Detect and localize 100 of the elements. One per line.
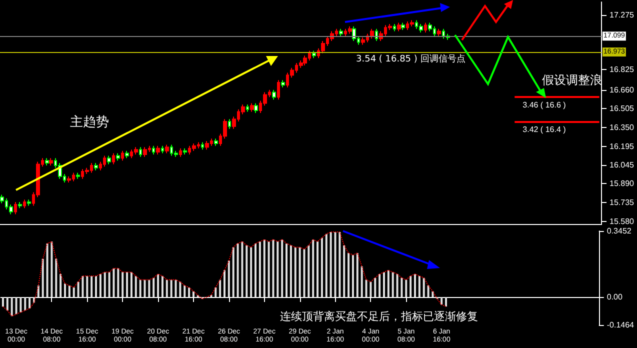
bar: [86, 276, 88, 298]
bar: [405, 280, 408, 298]
candlestick: [272, 89, 276, 100]
candlestick: [419, 23, 423, 33]
candlestick: [303, 55, 307, 66]
bar: [286, 243, 288, 298]
bar: [334, 232, 336, 298]
bar: [272, 240, 274, 298]
bar: [64, 284, 66, 298]
bar: [68, 286, 70, 298]
bar: [263, 240, 266, 298]
candlestick: [192, 142, 196, 152]
candlestick: [49, 158, 53, 166]
bar: [10, 297, 13, 316]
annotation: 连续顶背离买盘不足后，指标已逐渐修复: [280, 310, 478, 323]
bar: [392, 272, 394, 298]
bar: [422, 278, 425, 298]
bar: [219, 280, 222, 298]
bar: [179, 282, 182, 298]
y-tick-label: 15.580: [610, 217, 635, 226]
bar: [148, 280, 150, 298]
candlestick: [165, 144, 169, 154]
candlestick: [156, 145, 160, 155]
bar: [330, 232, 332, 298]
y-tick-label: 15.735: [610, 198, 635, 208]
bar: [170, 280, 172, 298]
bar: [117, 268, 120, 298]
y-tick-label: 16.660: [610, 85, 635, 94]
bar: [28, 297, 31, 308]
bar: [246, 245, 248, 298]
candlestick: [401, 22, 405, 31]
bar: [387, 270, 390, 298]
candlestick: [352, 26, 356, 42]
candlestick: [393, 23, 396, 32]
candlestick: [321, 40, 325, 54]
bar: [268, 242, 270, 298]
bar: [432, 291, 434, 298]
candlestick: [339, 28, 343, 37]
bar: [99, 274, 102, 298]
bar: [396, 274, 398, 298]
bar: [161, 276, 164, 298]
bar: [139, 280, 142, 298]
bar: [445, 297, 448, 307]
candlestick: [375, 28, 378, 42]
candlestick: [179, 148, 182, 158]
candlestick: [27, 199, 31, 206]
candlestick: [348, 26, 352, 34]
bar: [352, 254, 354, 298]
ref-line-label: 3.42 ( 16.4 ): [522, 125, 566, 134]
bar: [414, 274, 416, 298]
candlestick: [125, 150, 129, 159]
y-tick-label: 16.045: [610, 160, 635, 170]
candlestick: [312, 50, 316, 59]
bar: [46, 243, 48, 298]
bar: [15, 297, 18, 314]
bar: [258, 242, 261, 298]
candlestick: [94, 162, 98, 171]
y-tick-label: 15.890: [610, 179, 635, 188]
bar: [290, 245, 292, 298]
candlestick: [370, 28, 374, 40]
candlestick: [277, 80, 280, 100]
bar: [374, 278, 376, 298]
annotation: 3.54 ( 16.85 ) 回调信号点: [356, 54, 466, 64]
bar: [378, 274, 381, 298]
bar: [356, 253, 358, 298]
bar: [236, 243, 239, 298]
candlestick: [205, 140, 209, 150]
candlestick: [14, 202, 17, 215]
bar: [360, 266, 363, 298]
candlestick: [18, 202, 22, 209]
candlestick: [143, 146, 147, 158]
candlestick: [424, 22, 427, 33]
bar: [122, 272, 124, 298]
bar: [77, 282, 80, 298]
y-tick-label: 0.3452: [606, 226, 632, 236]
bar: [410, 276, 412, 298]
bar: [440, 297, 443, 305]
candlestick: [112, 152, 115, 165]
candlestick: [161, 145, 164, 154]
bar: [298, 247, 301, 298]
bar: [312, 240, 314, 298]
bar: [303, 249, 306, 298]
bar: [50, 242, 53, 298]
candlestick: [116, 152, 120, 162]
bar: [250, 247, 252, 298]
bar: [228, 260, 230, 298]
bar: [192, 291, 194, 298]
candlestick: [250, 102, 254, 112]
candlestick: [281, 80, 285, 88]
bar: [37, 286, 40, 298]
bar: [316, 242, 319, 298]
candlestick: [183, 148, 187, 155]
candlestick: [437, 28, 441, 37]
y-tick-label: 16.505: [610, 104, 635, 114]
bar: [134, 276, 137, 298]
candlestick: [23, 199, 26, 209]
candlestick: [121, 150, 124, 162]
candlestick: [67, 176, 71, 184]
candlestick: [107, 155, 111, 165]
bar: [188, 287, 190, 298]
